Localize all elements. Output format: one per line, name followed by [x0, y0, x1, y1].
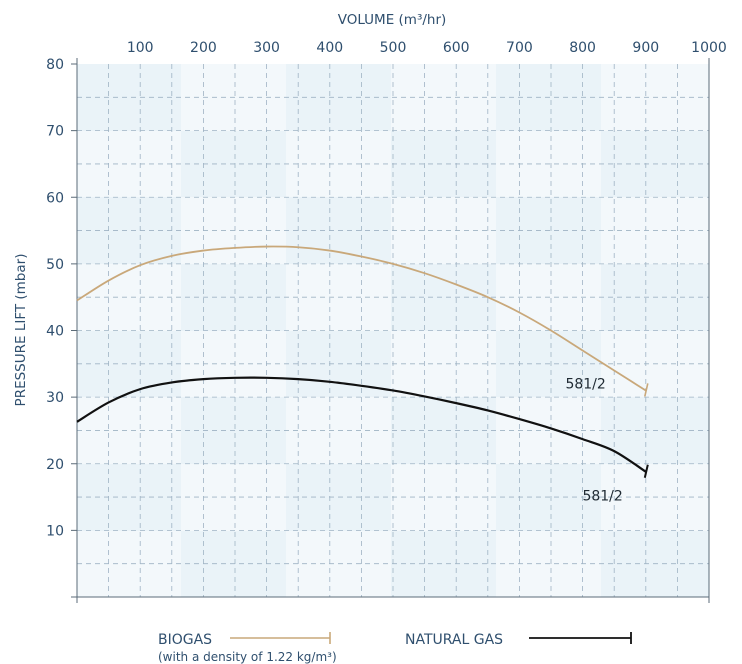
biogas-curve: [76, 245, 647, 392]
background-cell: [77, 464, 181, 531]
y-tick-label: 10: [46, 523, 64, 539]
x-tick-labels: 100 200 300 400 500 600 700 800 900 1000: [127, 40, 727, 56]
x-tick-label: 900: [632, 40, 659, 56]
y-tick-label: 40: [46, 324, 64, 340]
background-cell: [391, 531, 496, 597]
background-cell: [77, 197, 181, 264]
y-tick-label: 30: [46, 390, 64, 406]
x-tick-label: 700: [506, 40, 533, 56]
background-cell: [391, 397, 496, 464]
background-cell: [391, 64, 496, 131]
background-cell: [391, 331, 496, 397]
background-cell: [391, 197, 496, 264]
background-cell: [391, 131, 496, 197]
natural-gas-curve: [76, 376, 647, 473]
background-cell: [77, 64, 181, 131]
y-tick-label: 20: [46, 457, 64, 473]
biogas-curve-end-cap: [644, 383, 649, 397]
x-tick-label: 500: [380, 40, 407, 56]
legend: BIOGAS (with a density of 1.22 kg/m³) NA…: [158, 632, 632, 664]
curves: 581/2 581/2: [76, 245, 649, 505]
x-tick-label: 600: [443, 40, 470, 56]
biogas-curve-end-label: 581/2: [565, 376, 605, 392]
background-cell: [391, 264, 496, 331]
background-cell: [181, 464, 286, 531]
x-tick-label: 200: [190, 40, 217, 56]
y-tick-labels: 10 20 30 40 50 60 70 80: [46, 57, 64, 539]
natural-gas-curve-end-cap: [643, 464, 649, 478]
background-cell: [77, 397, 181, 464]
background-cell: [391, 464, 496, 531]
grid-lines: [77, 64, 709, 597]
x-axis-title: VOLUME (m³/hr): [338, 12, 447, 28]
y-tick-label: 50: [46, 257, 64, 273]
x-tick-label: 300: [253, 40, 280, 56]
background-cell: [77, 331, 181, 397]
background-cell: [601, 464, 709, 531]
x-tick-label: 800: [569, 40, 596, 56]
y-tick-label: 60: [46, 190, 64, 206]
x-tick-label: 100: [127, 40, 154, 56]
background-cell: [286, 464, 391, 531]
x-tick-label: 1000: [691, 40, 727, 56]
legend-natural-gas-label: NATURAL GAS: [405, 632, 503, 648]
natural-gas-curve-end-label: 581/2: [582, 489, 622, 505]
axes: [71, 58, 710, 603]
background-cell: [77, 264, 181, 331]
y-axis-title: PRESSURE LIFT (mbar): [13, 254, 29, 407]
y-tick-label: 80: [46, 57, 64, 73]
background-cell: [496, 464, 601, 531]
legend-biogas-note: (with a density of 1.22 kg/m³): [158, 650, 337, 664]
background-cell: [77, 531, 181, 597]
legend-biogas-label: BIOGAS: [158, 632, 212, 648]
y-tick-label: 70: [46, 124, 64, 140]
x-tick-label: 400: [316, 40, 343, 56]
background-cell: [77, 131, 181, 197]
